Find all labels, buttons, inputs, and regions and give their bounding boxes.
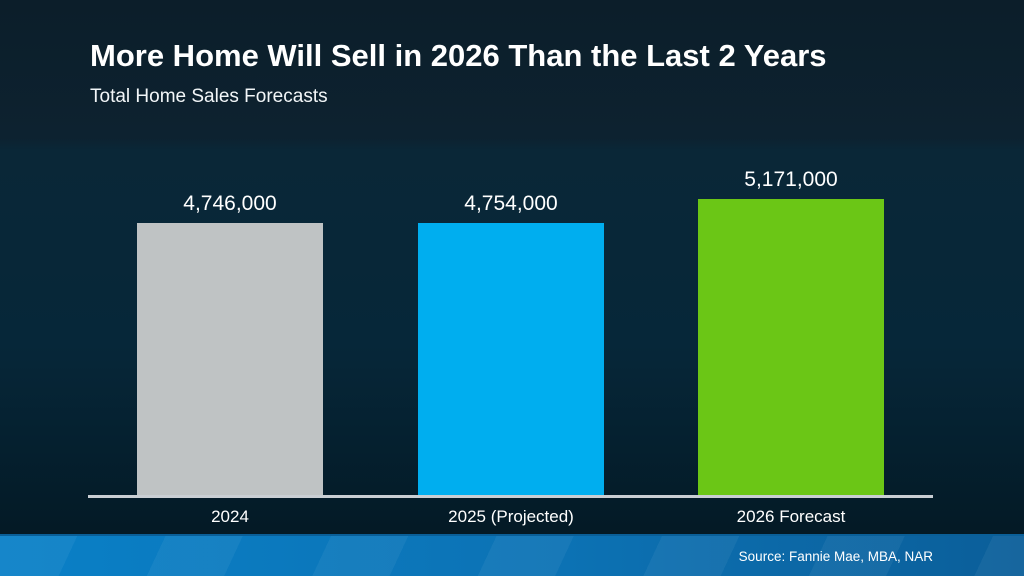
bar-rect: [137, 223, 323, 495]
bar-value-label: 4,746,000: [183, 192, 277, 215]
bar-rect: [698, 199, 884, 495]
bar-value-label: 4,754,000: [464, 192, 558, 215]
bar-rect: [418, 223, 604, 495]
slide-title: More Home Will Sell in 2026 Than the Las…: [90, 38, 827, 73]
x-axis-label: 2024: [211, 507, 249, 526]
x-axis-label: 2025 (Projected): [448, 507, 574, 526]
bar-chart-plot: 4,746,000 2024 4,754,000 2025 (Projected) 5,…: [88, 160, 933, 526]
bar-value-label: 5,171,000: [744, 168, 838, 191]
bar-group-2025: 4,754,000 2025 (Projected): [418, 160, 604, 526]
bar-group-2026: 5,171,000 2026 Forecast: [698, 160, 884, 526]
x-axis-label: 2026 Forecast: [736, 507, 846, 526]
x-axis-line: [88, 495, 933, 498]
footer-bar: Source: Fannie Mae, MBA, NAR: [0, 534, 1024, 576]
bar-group-2024: 4,746,000 2024: [137, 160, 323, 526]
slide-subtitle: Total Home Sales Forecasts: [90, 86, 328, 107]
source-attribution: Source: Fannie Mae, MBA, NAR: [738, 548, 933, 564]
